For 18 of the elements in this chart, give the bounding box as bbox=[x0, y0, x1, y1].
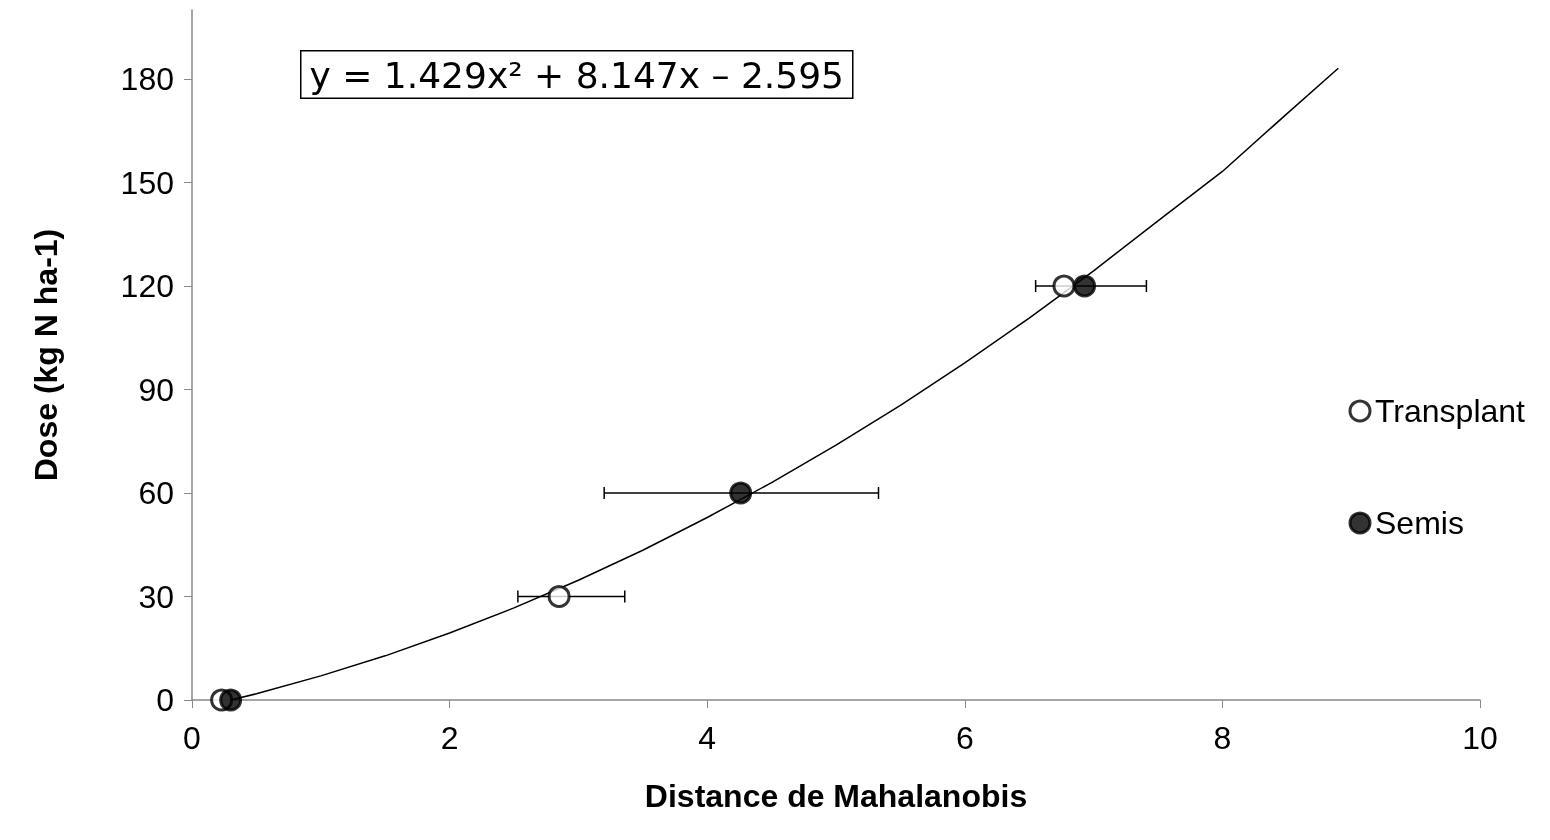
legend-label: Transplant bbox=[1375, 393, 1526, 429]
y-axis-title: Dose (kg N ha-1) bbox=[28, 228, 64, 482]
legend-label: Semis bbox=[1375, 505, 1464, 541]
x-tick-label: 0 bbox=[183, 720, 201, 756]
x-tick-label: 2 bbox=[440, 720, 459, 756]
x-tick-label: 8 bbox=[1213, 720, 1232, 756]
annotation: y = 1.429x² + 8.147x – 2.595 bbox=[309, 55, 845, 96]
y-tick-label: 90 bbox=[138, 371, 174, 408]
x-tick-label: 4 bbox=[698, 720, 717, 756]
x-tick-label: 10 bbox=[1462, 720, 1498, 756]
y-tick-label: 30 bbox=[138, 578, 174, 615]
y-tick-label: 120 bbox=[120, 268, 174, 304]
x-axis-title: Distance de Mahalanobis bbox=[644, 778, 1028, 814]
y-tick-label: 60 bbox=[138, 475, 174, 511]
y-tick-label: 150 bbox=[120, 164, 174, 201]
y-tick-label: 0 bbox=[156, 682, 174, 718]
y-tick-label: 180 bbox=[120, 61, 174, 97]
x-tick-label: 6 bbox=[955, 720, 974, 756]
